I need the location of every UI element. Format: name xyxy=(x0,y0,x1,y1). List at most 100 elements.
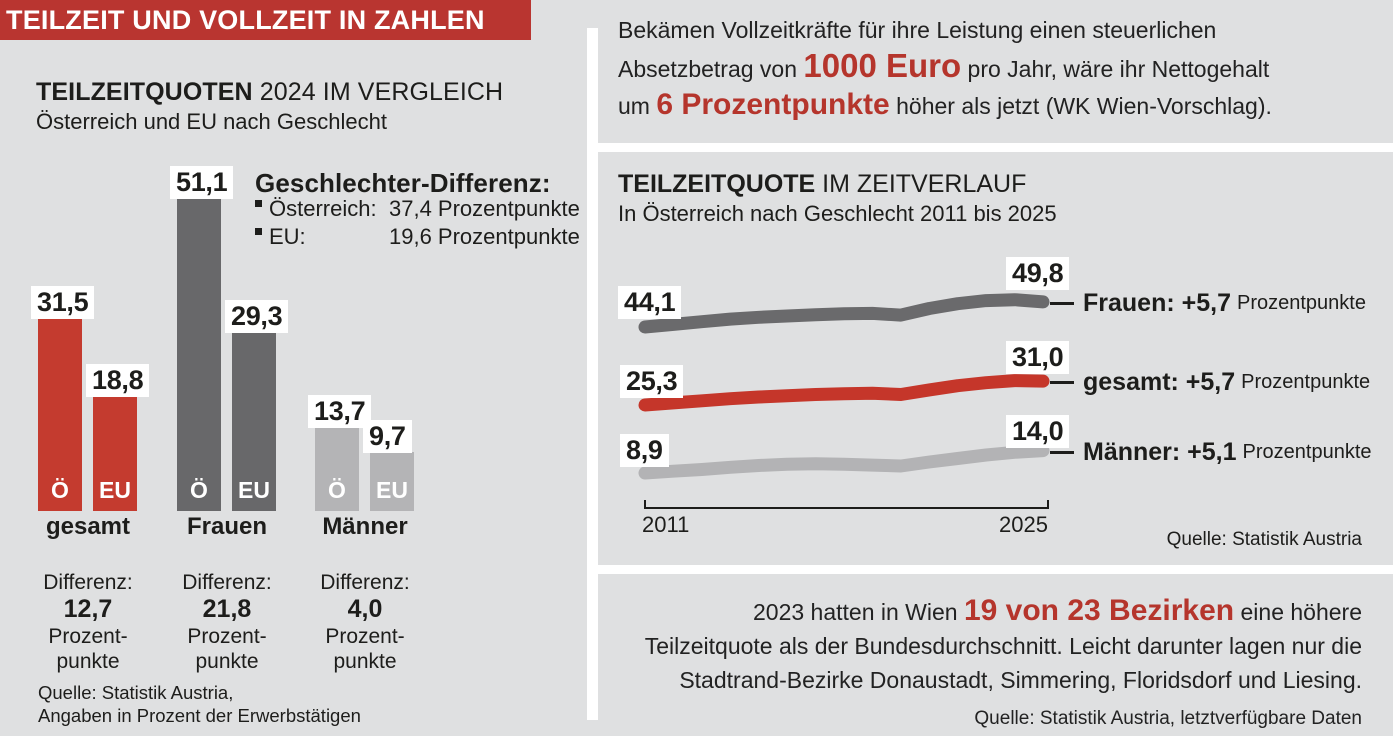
gender-difference-row-eu: EU: 19,6 Prozentpunkte xyxy=(255,224,580,250)
gender-difference-label: Österreich: xyxy=(269,196,377,221)
bar-value-label: 18,8 xyxy=(86,364,150,397)
line-chart-svg xyxy=(638,293,1050,509)
difference-label: Differenz: xyxy=(320,571,410,594)
horizontal-divider-top xyxy=(598,143,1393,152)
legend-dash-icon xyxy=(1050,381,1074,384)
bar-gesamt-eu: EU xyxy=(93,396,137,511)
bullet-square-icon xyxy=(255,228,262,235)
difference-value: 4,0 xyxy=(347,595,383,623)
fact-top-seg4: um xyxy=(618,93,657,119)
line-start-value-Männer: 8,9 xyxy=(620,434,669,467)
line-series-Frauen xyxy=(638,293,1050,334)
bar-region-label: Ö xyxy=(51,477,69,503)
difference-unit-line1: Prozent- xyxy=(48,625,128,648)
line-chart-title-bold: TEILZEITQUOTE xyxy=(618,170,816,198)
line-series-gesamt xyxy=(638,374,1050,412)
line-legend-gesamt: gesamt: +5,7 Prozentpunkte xyxy=(1050,368,1370,397)
line-series-Männer xyxy=(638,444,1050,480)
bar-chart: Ö 31,5 EU 18,8 gesamt Differenz: 12,7 Prozent-p… xyxy=(0,0,600,733)
fact-top-seg3: pro Jahr, wäre ihr Nettogehalt xyxy=(961,56,1270,82)
bar-Männer-eu: EU xyxy=(370,452,414,511)
bar-value-label: 9,7 xyxy=(363,420,412,453)
line-legend-unit: Prozentpunkte xyxy=(1241,371,1371,393)
bar-region-label: EU xyxy=(99,477,131,503)
fact-bottom-seg2: eine höhere xyxy=(1234,599,1362,625)
bar-Männer-oe: Ö xyxy=(315,427,359,511)
bar-Frauen-oe: Ö xyxy=(177,198,221,511)
bar-region-label: Ö xyxy=(190,477,208,503)
fact-bottom-seg1: 2023 hatten in Wien xyxy=(752,599,964,625)
fact-bottom-source: Quelle: Statistik Austria, letztverfügba… xyxy=(974,708,1362,729)
horizontal-divider-bottom xyxy=(598,565,1393,574)
difference-label: Differenz: xyxy=(182,571,272,594)
line-legend-name-change: Frauen: +5,7 xyxy=(1083,289,1231,317)
page-title: TEILZEIT UND VOLLZEIT IN ZAHLEN xyxy=(0,0,531,40)
bar-group-label-Frauen: Frauen xyxy=(186,513,267,540)
x-axis xyxy=(644,500,1049,509)
bar-group-label-gesamt: gesamt xyxy=(45,513,131,540)
bar-gesamt-oe: Ö xyxy=(38,318,82,511)
difference-block-Männer: Differenz: 4,0 Prozent-punkte xyxy=(294,570,436,674)
difference-block-gesamt: Differenz: 12,7 Prozent-punkte xyxy=(17,570,159,674)
line-chart-title-rest: IM ZEITVERLAUF xyxy=(815,170,1027,198)
difference-block-Frauen: Differenz: 21,8 Prozent-punkte xyxy=(156,570,298,674)
fact-bottom-line3: Stadtrand-Bezirke Donaustadt, Simmering,… xyxy=(679,667,1362,693)
bar-value-label: 51,1 xyxy=(170,166,234,199)
bar-chart-subtitle: Österreich und EU nach Geschlecht xyxy=(36,109,387,134)
line-legend-name-change: gesamt: +5,7 xyxy=(1083,368,1236,396)
bar-group-label-Männer: Männer xyxy=(322,513,408,540)
legend-dash-icon xyxy=(1050,302,1074,305)
fact-top-seg1: Bekämen Vollzeitkräfte für ihre Leistung… xyxy=(618,17,1217,43)
bar-region-label: Ö xyxy=(328,477,346,503)
fact-top-seg5: höher als jetzt (WK Wien-Vorschlag). xyxy=(889,93,1272,119)
bar-chart-source: Quelle: Statistik Austria, Angaben in Pr… xyxy=(38,681,361,727)
bar-value-label: 13,7 xyxy=(308,395,372,428)
fact-bottom-panel: 2023 hatten in Wien 19 von 23 Bezirken e… xyxy=(618,594,1362,736)
legend-dash-icon xyxy=(1050,451,1074,454)
bar-chart-title-rest: 2024 IM VERGLEICH xyxy=(252,78,504,106)
fact-bottom-line1: 2023 hatten in Wien 19 von 23 Bezirken e… xyxy=(618,594,1362,629)
fact-top-line1: Bekämen Vollzeitkräfte für ihre Leistung… xyxy=(618,13,1388,48)
gender-difference-row-austria: Österreich: 37,4 Prozentpunkte xyxy=(255,196,580,222)
bar-chart-title: TEILZEITQUOTEN 2024 IM VERGLEICH xyxy=(36,78,503,107)
line-start-value-gesamt: 25,3 xyxy=(620,365,684,398)
difference-value: 12,7 xyxy=(63,595,113,623)
line-end-value-Frauen: 49,8 xyxy=(1006,257,1070,290)
difference-unit-line2: punkte xyxy=(195,650,259,673)
fact-bottom-line2: Teilzeitquote als der Bundesdurchschnitt… xyxy=(644,633,1362,659)
bullet-square-icon xyxy=(255,200,262,207)
bar-value-label: 31,5 xyxy=(31,286,95,319)
gender-difference-value: 37,4 Prozentpunkte xyxy=(389,196,580,221)
bar-chart-source-line1: Quelle: Statistik Austria, xyxy=(38,682,234,703)
fact-top-seg2: Absetzbetrag von xyxy=(618,56,804,82)
fact-bottom-highlight-19-von-23: 19 von 23 Bezirken xyxy=(963,594,1235,627)
difference-unit-line1: Prozent- xyxy=(325,625,405,648)
fact-top-highlight-6-prozentpunkte: 6 Prozentpunkte xyxy=(656,88,890,121)
gender-difference-value: 19,6 Prozentpunkte xyxy=(389,224,580,249)
fact-top-line3: um 6 Prozentpunkte höher als jetzt (WK W… xyxy=(618,87,1388,124)
bar-chart-title-bold: TEILZEITQUOTEN xyxy=(36,78,253,106)
fact-top-panel: Bekämen Vollzeitkräfte für ihre Leistung… xyxy=(618,13,1388,124)
line-start-value-Frauen: 44,1 xyxy=(618,286,682,319)
difference-unit-line2: punkte xyxy=(56,650,120,673)
bar-region-label: EU xyxy=(376,477,408,503)
line-legend-Frauen: Frauen: +5,7 Prozentpunkte xyxy=(1050,289,1366,318)
bar-Frauen-eu: EU xyxy=(232,332,276,511)
bar-chart-source-line2: Angaben in Prozent der Erwerbstätigen xyxy=(38,705,361,726)
vertical-divider xyxy=(587,28,598,720)
line-chart-title: TEILZEITQUOTE IM ZEITVERLAUF xyxy=(618,170,1026,199)
difference-label: Differenz: xyxy=(43,571,133,594)
bar-value-label: 29,3 xyxy=(225,300,289,333)
line-chart-source: Quelle: Statistik Austria xyxy=(1166,529,1362,550)
line-legend-unit: Prozentpunkte xyxy=(1242,441,1372,463)
line-end-value-Männer: 14,0 xyxy=(1006,415,1070,448)
fact-top-line2: Absetzbetrag von 1000 Euro pro Jahr, wär… xyxy=(618,48,1388,87)
gender-difference-label: EU: xyxy=(269,224,306,249)
line-legend-Männer: Männer: +5,1 Prozentpunkte xyxy=(1050,438,1372,467)
difference-value: 21,8 xyxy=(202,595,252,623)
line-end-value-gesamt: 31,0 xyxy=(1006,341,1070,374)
line-legend-unit: Prozentpunkte xyxy=(1236,292,1366,314)
fact-top-highlight-1000-euro: 1000 Euro xyxy=(803,47,962,84)
x-axis-label-start: 2011 xyxy=(642,512,690,537)
